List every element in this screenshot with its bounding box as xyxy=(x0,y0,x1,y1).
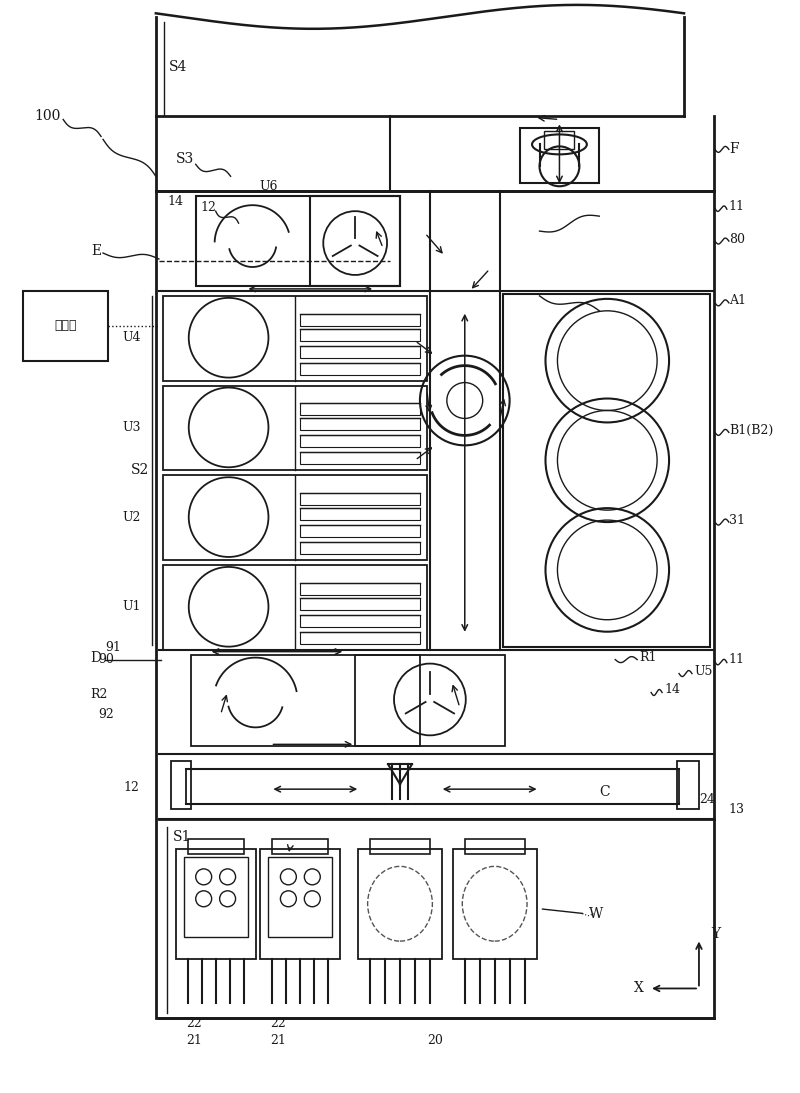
Bar xyxy=(261,849,340,959)
Text: 22: 22 xyxy=(270,1016,286,1030)
Text: 12: 12 xyxy=(201,201,217,214)
Text: 24: 24 xyxy=(699,792,715,806)
Bar xyxy=(300,453,420,465)
Text: 14: 14 xyxy=(168,195,184,208)
Text: U4: U4 xyxy=(122,331,141,344)
Text: S1: S1 xyxy=(173,830,191,844)
Text: 控制部: 控制部 xyxy=(54,319,77,332)
Text: Y: Y xyxy=(711,927,720,941)
Bar xyxy=(188,839,243,854)
Bar xyxy=(300,525,420,537)
Text: 20: 20 xyxy=(427,1034,443,1047)
Bar xyxy=(156,191,714,1019)
Bar xyxy=(184,857,247,937)
Text: 31: 31 xyxy=(729,514,745,527)
Text: S2: S2 xyxy=(130,463,149,478)
Bar xyxy=(273,839,328,854)
Bar xyxy=(190,655,420,747)
Text: X: X xyxy=(634,982,644,996)
Text: U1: U1 xyxy=(122,600,141,613)
Text: U6: U6 xyxy=(259,179,278,192)
Bar xyxy=(300,435,420,447)
Text: 21: 21 xyxy=(186,1034,202,1047)
Text: W: W xyxy=(590,907,603,920)
Bar xyxy=(519,129,599,184)
Bar xyxy=(163,565,427,649)
Bar xyxy=(300,508,420,520)
Text: B1(B2): B1(B2) xyxy=(729,424,773,437)
Text: 91: 91 xyxy=(105,642,121,654)
Bar xyxy=(300,345,420,357)
Text: S4: S4 xyxy=(169,60,187,73)
Text: 11: 11 xyxy=(729,654,745,666)
Bar xyxy=(300,598,420,610)
Bar xyxy=(453,849,537,959)
Text: 21: 21 xyxy=(270,1034,286,1047)
Bar xyxy=(358,849,442,959)
Text: 92: 92 xyxy=(98,708,114,721)
Text: 90: 90 xyxy=(98,654,114,666)
Bar xyxy=(163,296,427,380)
Text: A1: A1 xyxy=(729,294,746,307)
Text: E: E xyxy=(91,244,101,258)
Bar xyxy=(176,849,255,959)
Bar xyxy=(300,329,420,341)
Bar xyxy=(300,614,420,626)
Text: R2: R2 xyxy=(90,687,108,701)
Text: 22: 22 xyxy=(186,1016,202,1030)
Bar xyxy=(310,197,400,286)
Text: U3: U3 xyxy=(122,421,141,434)
Bar xyxy=(163,386,427,470)
Bar xyxy=(170,761,190,809)
Bar xyxy=(502,294,710,647)
Text: D: D xyxy=(90,650,101,665)
Bar xyxy=(300,314,420,326)
Bar xyxy=(23,291,108,361)
Bar xyxy=(163,475,427,560)
Bar xyxy=(196,197,400,286)
Text: F: F xyxy=(729,142,738,156)
Text: 80: 80 xyxy=(729,233,745,246)
Bar xyxy=(300,632,420,644)
Bar xyxy=(269,857,332,937)
Bar xyxy=(677,761,699,809)
Bar xyxy=(300,493,420,505)
Text: R1: R1 xyxy=(639,651,657,665)
Text: 13: 13 xyxy=(729,802,745,815)
Text: 100: 100 xyxy=(35,109,61,124)
Bar xyxy=(300,363,420,375)
Bar xyxy=(355,655,505,747)
Bar xyxy=(300,403,420,415)
Text: U5: U5 xyxy=(694,665,712,678)
Text: 14: 14 xyxy=(664,683,680,696)
Bar xyxy=(300,542,420,554)
Bar xyxy=(545,131,574,150)
Text: 11: 11 xyxy=(729,200,745,213)
Bar xyxy=(300,419,420,431)
Text: S3: S3 xyxy=(176,152,194,166)
Bar xyxy=(300,583,420,595)
Text: U2: U2 xyxy=(122,510,141,524)
Bar xyxy=(465,839,525,854)
Text: 12: 12 xyxy=(123,780,139,794)
Text: C: C xyxy=(599,785,610,799)
Bar xyxy=(370,839,430,854)
